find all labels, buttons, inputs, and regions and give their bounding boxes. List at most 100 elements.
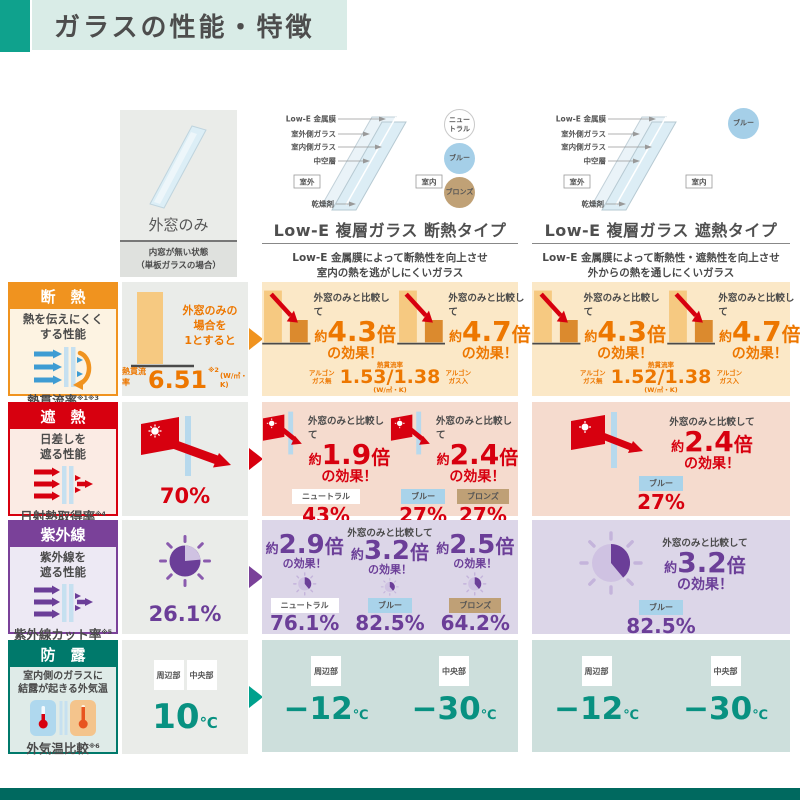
- swatch-bronze: ブロンズ: [444, 177, 475, 208]
- effect-times: 約2.4倍: [437, 441, 519, 469]
- times-value: 2.4: [684, 425, 734, 458]
- row-label-uv: 紫外線 紫外線を 遮る性能 紫外線カット率※5: [8, 520, 118, 642]
- swatch-blue: ブルー: [444, 143, 475, 174]
- about: 約: [350, 548, 364, 563]
- label-inside: 室内: [422, 177, 437, 187]
- times-suffix: 倍: [499, 447, 519, 469]
- tag-blue: ブルー: [367, 598, 412, 613]
- insulation-right-cell: 外窓のみと比較して 約4.3倍 の効果！ 外窓のみと比較して 約4.7倍 の効果…: [532, 282, 800, 396]
- row-label-shading-body: 日差しを 遮る性能 日射熱取得率※4: [10, 429, 116, 530]
- tag-neutral: ニュートラル: [270, 598, 339, 613]
- u-value-note: ※2: [208, 366, 219, 374]
- temp-unit: ℃: [199, 714, 218, 732]
- glass-structure-diagram: Low-E 金属膜 室外側ガラス 室内側ガラス 中空層 乾燥剤 室外 室内: [556, 114, 713, 211]
- row-label-condensation-title: 防 露: [10, 642, 116, 667]
- sun-block-icon: [34, 465, 93, 504]
- baseline-column-note: 内窓が無い状態 （単板ガラスの場合）: [120, 240, 237, 277]
- single-glass-pane-icon: [148, 125, 207, 209]
- shading-variant-swatches: ブルー: [728, 108, 759, 139]
- about: 約: [671, 440, 685, 455]
- metric-note: ※4: [95, 509, 106, 518]
- tag-perimeter: 周辺部: [153, 660, 184, 690]
- metric-label: 外気温比較: [26, 741, 89, 756]
- label-outer-glass: 室外側ガラス: [291, 129, 336, 139]
- compare-bar-chart-icon: [532, 290, 581, 345]
- times-value: 2.5: [449, 530, 496, 561]
- times-suffix: 倍: [781, 324, 800, 346]
- u-value-unit: (W/㎡・K): [644, 385, 678, 394]
- row-label-condensation-body: 室内側のガラスに 結露が起きる外気温 外気温比較※6: [10, 667, 116, 762]
- argon-with-label: アルゴン ガス入: [445, 369, 472, 386]
- swatch-neutral: ニュー トラル: [444, 109, 475, 140]
- about: 約: [436, 453, 450, 468]
- label-outside: 室外: [570, 177, 585, 187]
- shading-type-desc: Low-E 金属膜によって断熱性・遮熱性を向上させ 外からの熱を通しにくいガラス: [542, 252, 780, 280]
- row-label-uv-body: 紫外線を 遮る性能 紫外線カット率※5: [10, 547, 116, 648]
- effect-label: の効果！: [453, 557, 498, 571]
- baseline-column-title: 外窓のみ: [148, 216, 209, 234]
- effect-times: 約1.9倍: [309, 441, 391, 469]
- effect-times: 約3.2倍: [664, 545, 746, 579]
- baseline-solar-gain-value: 70%: [159, 484, 211, 508]
- row-label-uv-title: 紫外線: [10, 522, 116, 547]
- compare-note: 外窓のみと比較して: [583, 293, 660, 318]
- baseline-u-value: 熱貫流率 6.51 ※2 (W/㎡・K): [122, 366, 248, 392]
- uv-compare-item: 約2.9倍 の効果！ ニュートラル 76.1%: [262, 520, 347, 634]
- label-inside: 室内: [692, 177, 707, 187]
- label-outside: 室外: [300, 177, 315, 187]
- title-accent-square: [0, 0, 30, 52]
- label-outer-glass: 室外側ガラス: [561, 129, 606, 139]
- tag-center: 中央部: [439, 656, 469, 686]
- baseline-uv-cut-value: 26.1%: [148, 602, 222, 626]
- shading-right-cell: 外窓のみと比較して 約2.4倍 の効果！ ブルー 27%: [532, 402, 790, 516]
- glass-structure-diagram: Low-E 金属膜 室外側ガラス 室内側ガラス 中空層 乾燥剤 室外 室内: [286, 114, 443, 211]
- compare-note: 外窓のみと比較して: [307, 416, 384, 441]
- effect-label: の効果！: [282, 557, 327, 571]
- row-label-shading-title: 遮 熱: [10, 404, 116, 429]
- insulation-compare-item: 外窓のみと比較して 約4.3倍 の効果！: [262, 287, 397, 362]
- page-title-bar: ガラスの性能・特徴: [32, 0, 347, 50]
- tag-neutral: ニュートラル: [292, 489, 360, 505]
- temp-number: 10: [152, 697, 200, 737]
- insulation-variant-swatches: ニュー トラル ブルー ブロンズ: [444, 109, 475, 208]
- effect-label: の効果！: [684, 456, 740, 472]
- row-label-shading: 遮 熱 日差しを 遮る性能 日射熱取得率※4: [8, 402, 118, 524]
- compare-note: 外窓のみと比較して: [669, 417, 755, 428]
- row-label-shading-desc: 日差しを 遮る性能: [40, 432, 86, 461]
- about: 約: [664, 560, 678, 576]
- u-value-comparison: アルゴン ガス無 熱貫流率 1.53/1.38 (W/㎡・K) アルゴン ガス入: [262, 362, 518, 393]
- temp-unit: ℃: [480, 708, 497, 723]
- label-hollow-layer: 中空層: [584, 156, 607, 166]
- tag-value: 82.5%: [355, 611, 425, 635]
- tag-center: 中央部: [186, 660, 217, 690]
- condensation-right-cell: 周辺部 −12℃ 中央部 −30℃: [532, 640, 790, 752]
- baseline-uv-cell: 26.1%: [122, 520, 248, 634]
- effect-times: 約3.2倍: [351, 538, 429, 564]
- effect-label: の効果！: [367, 563, 412, 576]
- compare-note: 外窓のみと比較して: [448, 293, 525, 318]
- insulation-compare-item: 外窓のみと比較して 約4.7倍 の効果！: [396, 287, 532, 362]
- about: 約: [584, 330, 598, 345]
- effect-label: の効果！: [731, 346, 788, 362]
- condensation-result: 周辺部 −12℃: [284, 656, 369, 752]
- baseline-temp-value: 10℃: [152, 700, 218, 734]
- about: 約: [436, 542, 450, 558]
- metric-note: ※1※3: [77, 393, 99, 402]
- condensation-result: 中央部 −30℃: [412, 656, 497, 752]
- compare-bar-chart-icon: [666, 290, 716, 345]
- times-value: 3.2: [677, 545, 727, 579]
- about: 約: [314, 330, 328, 345]
- variant-result: ブルー 27%: [637, 476, 685, 513]
- temp-unit: ℃: [352, 708, 369, 723]
- tag-center: 中央部: [710, 656, 741, 686]
- effect-times: 約4.3倍: [314, 318, 396, 346]
- u-value-unit: (W/㎡・K): [373, 385, 407, 394]
- temp-value: −12℃: [554, 694, 639, 725]
- flow-arrow-uv-icon: [249, 566, 263, 588]
- heat-flow-icon: [34, 346, 92, 390]
- row-label-condensation-desc: 室内側のガラスに 結露が起きる外気温: [18, 671, 108, 695]
- times-suffix: 倍: [410, 542, 430, 564]
- times-value: 4.7: [461, 315, 512, 348]
- label-lowe-film: Low-E 金属膜: [556, 114, 607, 124]
- shading-mid-cell: 外窓のみと比較して 約1.9倍 の効果！ ニュートラル 43%: [262, 402, 519, 526]
